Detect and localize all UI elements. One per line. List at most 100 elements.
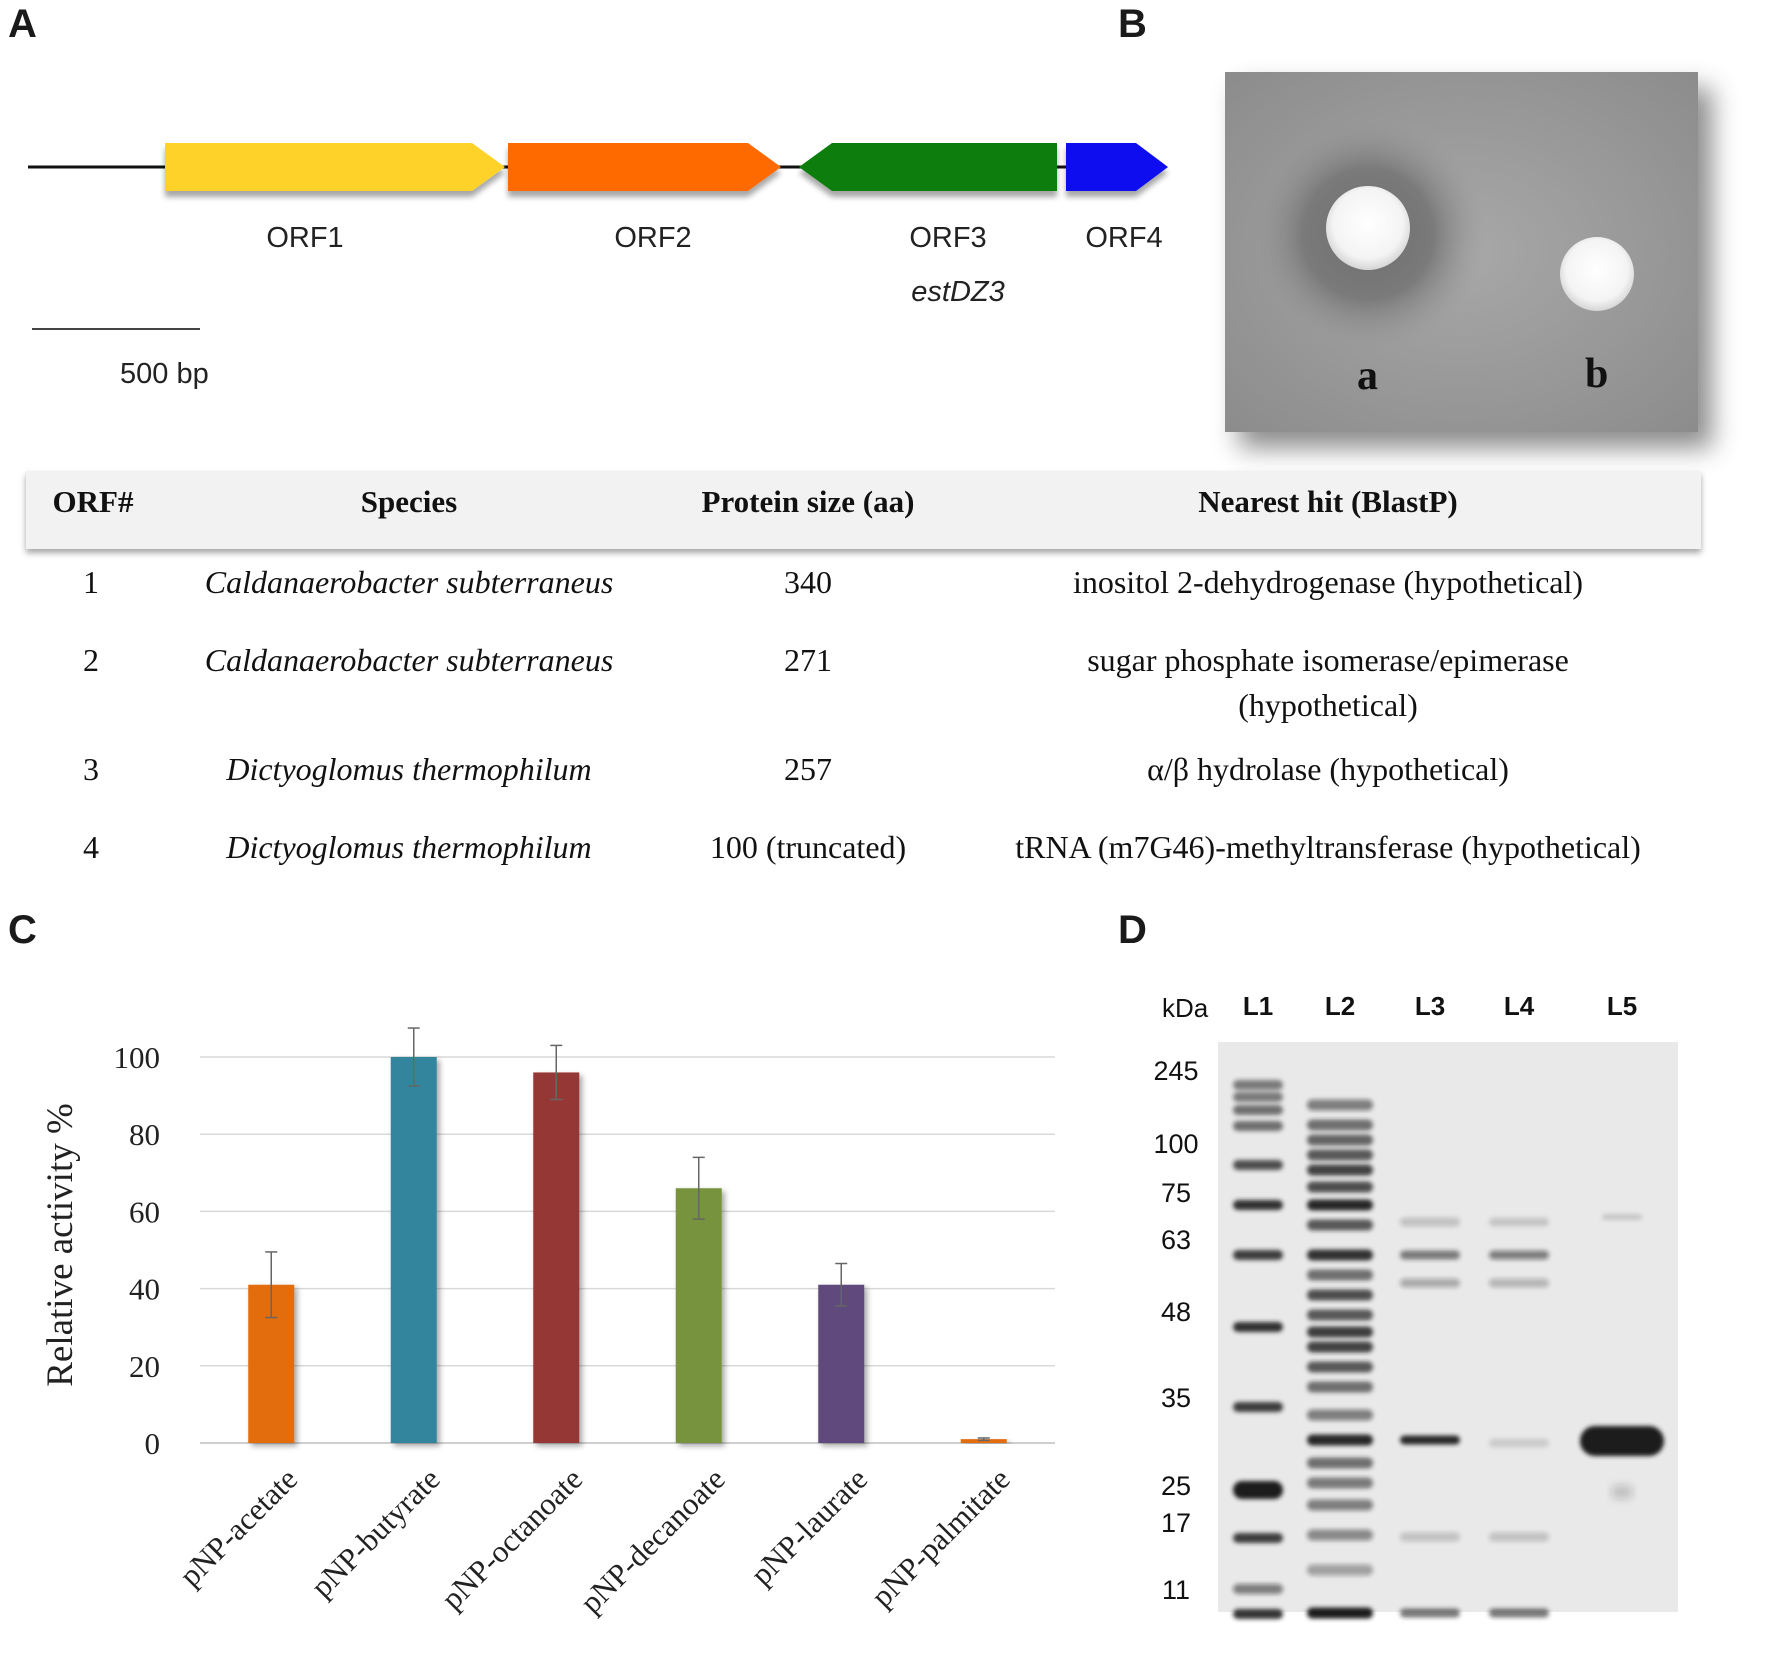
- y-tick-label: 60: [129, 1194, 160, 1229]
- gel-band: [1307, 1361, 1373, 1373]
- gel-band: [1233, 1105, 1283, 1115]
- gel-band: [1400, 1435, 1460, 1445]
- gel-band: [1400, 1608, 1460, 1618]
- panel-label-c: C: [8, 908, 37, 952]
- gel-band: [1400, 1217, 1460, 1227]
- gel-band: [1307, 1477, 1373, 1489]
- marker-label-11: 11: [1162, 1575, 1190, 1605]
- row4-orf: 4: [83, 829, 99, 865]
- row4-hit: tRNA (m7G46)-methyltransferase (hypothet…: [1015, 829, 1641, 865]
- row1-hit: inositol 2-dehydrogenase (hypothetical): [1072, 564, 1584, 600]
- row1-species: Caldanaerobacter subterraneus: [204, 564, 614, 600]
- gel-band: [1307, 1457, 1373, 1469]
- y-tick-label: 40: [129, 1272, 160, 1307]
- bar-pNP-butyrate: [390, 1057, 437, 1443]
- row3-size: 257: [784, 751, 832, 787]
- gel-band: [1233, 1121, 1283, 1131]
- orf3-gene-name: estDZ3: [911, 276, 1005, 308]
- orf4-arrow: [1066, 143, 1168, 191]
- plate-photo: a b: [1225, 72, 1698, 432]
- gel-band: [1489, 1608, 1549, 1618]
- gel-band: [1307, 1219, 1373, 1231]
- gel-band: [1307, 1381, 1373, 1393]
- gel-band: [1400, 1278, 1460, 1288]
- orf1-label: ORF1: [266, 222, 344, 254]
- gel-band: [1233, 1322, 1283, 1332]
- colony-a: [1326, 186, 1410, 270]
- gel-unit-label: kDa: [1162, 993, 1209, 1023]
- y-tick-label: 0: [145, 1426, 161, 1461]
- marker-label-25: 25: [1161, 1471, 1191, 1501]
- x-tick-label: pNP-octanoate: [434, 1461, 589, 1616]
- panel-label-a: A: [8, 2, 37, 46]
- gel-band: [1489, 1438, 1549, 1448]
- header-nearest-hit: Nearest hit (BlastP): [1198, 484, 1458, 519]
- gel-band: [1233, 1609, 1283, 1619]
- gel-band: [1611, 1485, 1633, 1499]
- row1-orf: 1: [83, 564, 99, 600]
- row3-hit: α/β hydrolase (hypothetical): [1147, 751, 1509, 787]
- gel-band: [1307, 1499, 1373, 1511]
- gel-band: [1233, 1250, 1283, 1260]
- lane-label-L2: L2: [1325, 991, 1355, 1021]
- gel-band: [1307, 1326, 1373, 1338]
- substrate-activity-chart: 0 20 40 60 80 100 pNP-acetate pNP-butyratepNP-o…: [40, 1027, 1055, 1620]
- gel-band: [1307, 1249, 1373, 1261]
- orf2-arrow: [508, 143, 781, 191]
- sds-page-gel: kDa L1 L2 L3 L4 L5 245 100 75 63 48 35 25 17 11: [1153, 991, 1678, 1619]
- gel-band: [1307, 1341, 1373, 1353]
- gel-background: [1218, 1042, 1678, 1612]
- marker-label-48: 48: [1161, 1297, 1191, 1327]
- lane-label-L3: L3: [1415, 991, 1445, 1021]
- panel-label-b: B: [1118, 2, 1147, 46]
- gel-band: [1489, 1532, 1549, 1542]
- gel-band: [1233, 1533, 1283, 1543]
- row2-hit: sugar phosphate isomerase/epimerase: [1087, 642, 1569, 678]
- colony-b: [1560, 237, 1634, 311]
- row4-species: Dictyoglomus thermophilum: [226, 829, 592, 865]
- gel-band: [1233, 1092, 1283, 1102]
- gel-band: [1400, 1532, 1460, 1542]
- plate-label-b: b: [1585, 351, 1609, 397]
- gel-band: [1307, 1607, 1373, 1619]
- row2-size: 271: [784, 642, 832, 678]
- gel-band: [1307, 1119, 1373, 1131]
- row3-species: Dictyoglomus thermophilum: [226, 751, 592, 787]
- orf4-label: ORF4: [1085, 222, 1163, 254]
- row2-orf: 2: [83, 642, 99, 678]
- bar-pNP-laurate: [818, 1284, 865, 1443]
- gel-band: [1580, 1426, 1664, 1456]
- orf3-label: ORF3: [909, 222, 987, 254]
- x-tick-label: pNP-palmitate: [864, 1461, 1017, 1614]
- orf3-arrow: [799, 143, 1057, 191]
- lane-label-L4: L4: [1504, 991, 1535, 1021]
- header-protein-size: Protein size (aa): [701, 484, 915, 519]
- header-species: Species: [360, 484, 458, 519]
- x-tick-label: pNP-decanoate: [573, 1461, 732, 1620]
- gel-band: [1233, 1584, 1283, 1594]
- y-tick-label: 100: [114, 1040, 161, 1075]
- x-tick-label: pNP-acetate: [172, 1461, 304, 1593]
- scale-bar-label: 500 bp: [120, 358, 209, 390]
- bar-pNP-palmitate: [960, 1439, 1007, 1443]
- row2-hit-line2: (hypothetical): [1238, 687, 1418, 723]
- gel-band: [1307, 1099, 1373, 1111]
- gel-band: [1233, 1160, 1283, 1170]
- lane-label-L1: L1: [1243, 991, 1273, 1021]
- gel-band: [1307, 1409, 1373, 1421]
- row3-orf: 3: [83, 751, 99, 787]
- row2-species: Caldanaerobacter subterraneus: [204, 642, 614, 678]
- y-tick-label: 20: [129, 1349, 160, 1384]
- gel-band: [1307, 1269, 1373, 1281]
- gel-band: [1307, 1434, 1373, 1446]
- gel-band: [1307, 1181, 1373, 1193]
- gel-band: [1489, 1278, 1549, 1288]
- gel-band: [1233, 1402, 1283, 1412]
- gel-band: [1307, 1529, 1373, 1541]
- gel-band: [1233, 1080, 1283, 1090]
- bar-pNP-octanoate: [533, 1072, 580, 1443]
- marker-label-63: 63: [1161, 1225, 1191, 1255]
- gel-band: [1307, 1164, 1373, 1176]
- marker-label-35: 35: [1161, 1383, 1191, 1413]
- y-axis-title: Relative activity %: [40, 1103, 81, 1387]
